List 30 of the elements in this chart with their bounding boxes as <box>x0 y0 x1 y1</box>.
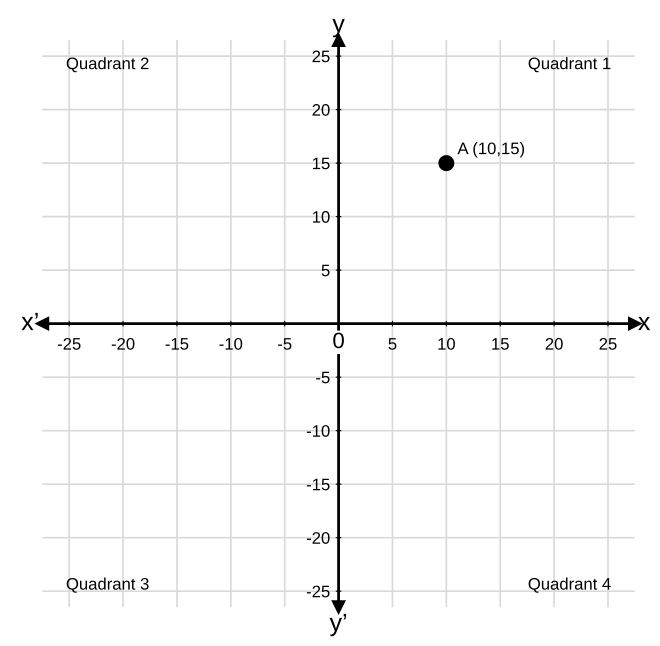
y-axis-title: y <box>332 18 345 38</box>
x-tick-label: -10 <box>220 338 242 350</box>
text: x’ <box>22 312 38 330</box>
annotation: A (10,15) <box>457 142 524 158</box>
x-tick-label: 0 <box>333 332 344 348</box>
y-tick-label: -20 <box>306 532 330 544</box>
y-tick-label: 25 <box>312 50 330 62</box>
x-tick-label: -25 <box>58 338 81 350</box>
x-tick-label: 20 <box>546 338 563 350</box>
y-tick-label: -25 <box>306 586 330 598</box>
annotation: Quadrant 4 <box>528 578 611 593</box>
x-tick-label: 10 <box>438 338 455 350</box>
y-tick-label: -15 <box>306 478 330 490</box>
x-tick-label: -5 <box>278 338 292 350</box>
annotation: Quadrant 3 <box>66 578 149 593</box>
y-tick-label: -10 <box>306 425 330 437</box>
y-tick-label: 20 <box>312 104 330 116</box>
text: y’ <box>330 614 346 636</box>
x-tick-label: -15 <box>166 338 188 350</box>
y-tick-label: 10 <box>312 211 330 223</box>
x-tick-label: 25 <box>600 338 617 350</box>
x-axis-title: x <box>638 316 650 330</box>
x-tick-label: 5 <box>388 338 396 350</box>
annotation: Quadrant 1 <box>528 57 610 72</box>
y-tick-label: 5 <box>322 264 330 276</box>
x-tick-label: 15 <box>492 338 509 350</box>
annotation: Quadrant 2 <box>66 57 148 72</box>
y-tick-label: 15 <box>312 158 330 170</box>
y-tick-label: -5 <box>316 372 330 384</box>
x-tick-label: -20 <box>112 338 134 350</box>
